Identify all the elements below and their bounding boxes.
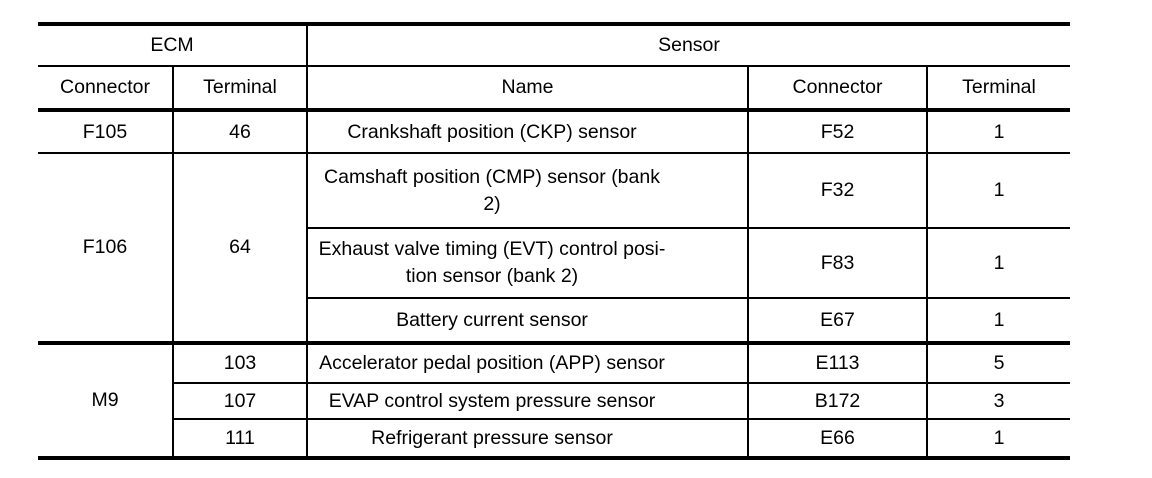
- ecm-connector-header: Connector: [38, 65, 174, 112]
- sensor-connector-cell: F32: [747, 152, 928, 229]
- sensor-terminal-cell: 1: [926, 418, 1070, 460]
- table-row: M9 103 Accelerator pedal position (APP) …: [38, 342, 1070, 460]
- sensor-connector-cell: F83: [747, 227, 928, 299]
- sensor-name-header: Name: [306, 65, 749, 112]
- sensor-terminal-cell: 1: [926, 152, 1070, 229]
- ecm-terminal-cell: 64: [172, 152, 308, 345]
- sensor-name-text: Refrigerant pressure sensor: [371, 426, 613, 449]
- ecm-group-header: ECM: [38, 22, 308, 67]
- sensor-name-text: Accelerator pedal position (APP) sensor: [319, 352, 665, 375]
- sensor-connector-cell: E66: [747, 418, 928, 460]
- sensor-name-cell: Camshaft position (CMP) sensor (bank 2): [306, 152, 749, 229]
- sensor-terminal-cell: 3: [926, 382, 1070, 420]
- sensor-name-cell: Crankshaft position (CKP) sensor: [306, 109, 749, 154]
- group-header-row: ECM Sensor: [38, 22, 1070, 67]
- ecm-connector-cell: F105: [38, 109, 174, 154]
- sensor-name-cell: EVAP control system pressure sensor: [306, 382, 749, 420]
- sensor-name-cell: Exhaust valve timing (EVT) control posi­…: [306, 227, 749, 299]
- table-row: 111 Refrigerant pressure sensor E66 1: [38, 418, 1070, 460]
- ecm-terminal-cell: 111: [172, 418, 308, 460]
- sensor-name-text: Camshaft position (CMP) sensor (bank 2): [324, 165, 660, 215]
- ecm-terminal-header: Terminal: [172, 65, 308, 112]
- column-header-row: Connector Terminal Name Connector Termin…: [38, 65, 1070, 112]
- sensor-connector-cell: F52: [747, 109, 928, 154]
- sensor-connector-header: Connector: [747, 65, 928, 112]
- ecm-terminal-cell: 103: [172, 342, 308, 384]
- sensor-name-text: Battery current sensor: [396, 308, 588, 331]
- sensor-name-cell: Refrigerant pressure sensor: [306, 418, 749, 460]
- sensor-name-cell: Battery current sensor: [306, 297, 749, 345]
- sensor-connector-cell: E113: [747, 342, 928, 384]
- sensor-terminal-header: Terminal: [926, 65, 1070, 112]
- ecm-terminal-cell: 46: [172, 109, 308, 154]
- sensor-group-header: Sensor: [306, 22, 1070, 67]
- table-row: 107 EVAP control system pressure sensor …: [38, 382, 1070, 420]
- table-row: Exhaust valve timing (EVT) control posi­…: [38, 227, 1070, 299]
- sensor-name-cell: Accelerator pedal position (APP) sensor: [306, 342, 749, 384]
- sensor-name-text: Crankshaft position (CKP) sensor: [347, 120, 637, 143]
- ecm-sensor-pin-table: ECM Sensor Connector Terminal Name Conne…: [38, 22, 1070, 460]
- sensor-terminal-cell: 1: [926, 297, 1070, 345]
- ecm-connector-cell: M9: [38, 342, 174, 460]
- table-row: F105 46 Crankshaft position (CKP) sensor…: [38, 109, 1070, 154]
- ecm-connector-cell: F106: [38, 152, 174, 345]
- sensor-terminal-cell: 1: [926, 227, 1070, 299]
- sensor-terminal-cell: 5: [926, 342, 1070, 384]
- sensor-name-text: Exhaust valve timing (EVT) control posi­…: [318, 238, 666, 287]
- sensor-connector-cell: B172: [747, 382, 928, 420]
- sensor-terminal-cell: 1: [926, 109, 1070, 154]
- ecm-terminal-cell: 107: [172, 382, 308, 420]
- sensor-connector-cell: E67: [747, 297, 928, 345]
- table-row: F106 64 Camshaft position (CMP) sensor (…: [38, 152, 1070, 345]
- table-row: Battery current sensor E67 1: [38, 297, 1070, 345]
- sensor-name-text: EVAP control system pressure sensor: [328, 389, 656, 412]
